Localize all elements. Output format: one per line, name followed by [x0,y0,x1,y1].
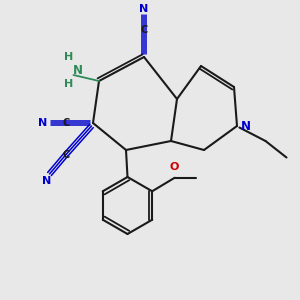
Text: H: H [64,52,74,62]
Text: N: N [140,4,148,14]
Text: N: N [73,64,83,77]
Text: N: N [42,176,51,186]
Text: N: N [38,118,47,128]
Text: H: H [64,79,74,88]
Text: C: C [62,118,70,128]
Text: O: O [170,162,179,172]
Text: C: C [140,25,148,35]
Text: N: N [241,119,250,133]
Text: C: C [62,149,70,160]
